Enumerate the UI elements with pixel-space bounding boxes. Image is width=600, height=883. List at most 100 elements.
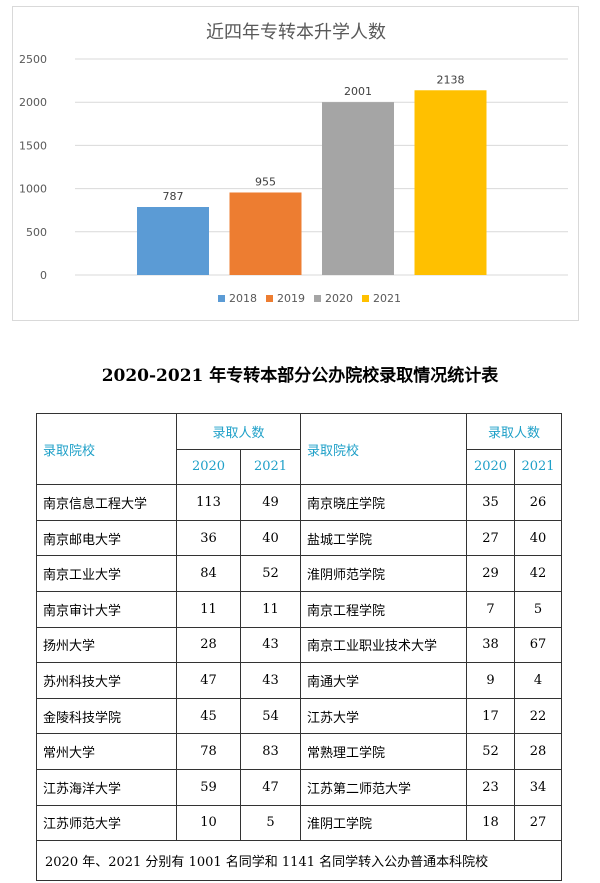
count-2020-right: 38 — [466, 626, 516, 664]
school-name-left: 南京信息工程大学 — [36, 484, 177, 521]
table-row: 江苏海洋大学 59 47 江苏第二师范大学 23 34 — [36, 768, 563, 806]
header-school-right: 录取院校 — [300, 412, 468, 486]
school-name-right: 南京工业职业技术大学 — [300, 626, 468, 664]
school-name-right: 南通大学 — [300, 662, 468, 699]
bar-2018 — [137, 207, 209, 275]
count-2020-left: 47 — [176, 662, 241, 699]
table-row: 南京工业大学 84 52 淮阴师范学院 29 42 — [36, 555, 563, 592]
table-title: 2020-2021 年专转本部分公办院校录取情况统计表 — [101, 366, 499, 386]
count-2020-right: 18 — [466, 804, 516, 842]
legend-swatch-2021 — [362, 295, 369, 302]
count-2021-left: 83 — [239, 733, 302, 770]
legend-swatch-2020 — [314, 295, 321, 302]
header-count-right: 录取人数 — [466, 413, 563, 450]
count-2020-left: 28 — [176, 626, 241, 664]
table-row: 苏州科技大学 47 43 南通大学 9 4 — [36, 662, 563, 699]
count-2020-right: 27 — [466, 519, 516, 557]
school-name-right: 常熟理工学院 — [300, 733, 468, 770]
count-2021-left: 47 — [239, 768, 302, 806]
table-header-row: 录取院校 录取人数 录取院校 录取人数 — [36, 412, 563, 486]
count-2021-right: 42 — [514, 555, 563, 592]
count-2021-left: 54 — [239, 697, 302, 735]
count-2021-left: 11 — [239, 590, 302, 628]
count-2020-left: 113 — [176, 484, 241, 521]
count-2021-right: 26 — [514, 484, 563, 521]
legend-label-2021: 2021 — [373, 292, 401, 305]
header-count-left: 录取人数 — [175, 413, 302, 450]
school-name-left: 扬州大学 — [36, 626, 177, 664]
school-name-left: 金陵科技学院 — [36, 697, 177, 735]
count-2020-right: 52 — [466, 733, 516, 770]
count-2021-right: 28 — [514, 733, 563, 770]
count-2020-left: 78 — [176, 733, 241, 770]
legend-swatch-2019 — [266, 295, 273, 302]
y-tick-label: 2500 — [19, 53, 47, 66]
y-tick-label: 500 — [26, 226, 47, 239]
legend-label-2019: 2019 — [277, 292, 305, 305]
table-row: 南京审计大学 11 11 南京工程学院 7 5 — [36, 590, 563, 628]
count-2021-right: 5 — [514, 590, 563, 628]
count-2021-left: 5 — [239, 804, 302, 842]
bar-2020 — [322, 102, 394, 275]
count-2020-right: 17 — [466, 697, 516, 735]
bar-chart: 近四年专转本升学人数 0 500 1000 1500 2000 2500 787 955 2001… — [19, 22, 568, 305]
count-2020-left: 59 — [176, 768, 241, 806]
count-2020-left: 84 — [176, 555, 241, 592]
count-2021-right: 34 — [514, 768, 563, 806]
school-name-left: 南京工业大学 — [36, 555, 177, 592]
header-year-2021-right: 2021 — [514, 448, 563, 486]
table-row: 金陵科技学院 45 54 江苏大学 17 22 — [36, 697, 563, 735]
count-2020-right: 7 — [466, 590, 516, 628]
school-name-right: 南京工程学院 — [300, 590, 468, 628]
admission-table: 录取院校 录取人数 录取院校 录取人数 2020 2021 2020 2021 … — [35, 412, 563, 882]
header-school-left: 录取院校 — [36, 412, 177, 486]
school-name-right: 江苏第二师范大学 — [300, 768, 468, 806]
legend-label-2018: 2018 — [229, 292, 257, 305]
count-2021-right: 22 — [514, 697, 563, 735]
count-2020-right: 9 — [466, 662, 516, 699]
count-2021-right: 67 — [514, 626, 563, 664]
count-2021-left: 52 — [239, 555, 302, 592]
y-tick-label: 2000 — [19, 96, 47, 109]
count-2021-left: 43 — [239, 626, 302, 664]
count-2021-right: 4 — [514, 662, 563, 699]
table-row: 南京邮电大学 36 40 盐城工学院 27 40 — [36, 519, 563, 557]
table-note-row: 2020 年、2021 分别有 1001 名同学和 1141 名同学转入公办普通… — [35, 840, 563, 882]
data-label-2018: 787 — [163, 190, 184, 203]
header-year-2020-right: 2020 — [466, 448, 516, 486]
school-name-left: 江苏海洋大学 — [36, 768, 177, 806]
count-2021-left: 43 — [239, 662, 302, 699]
chart-title: 近四年专转本升学人数 — [206, 22, 386, 43]
table-row: 南京信息工程大学 113 49 南京晓庄学院 35 26 — [36, 484, 563, 521]
table-row: 常州大学 78 83 常熟理工学院 52 28 — [36, 733, 563, 770]
table-note: 2020 年、2021 分别有 1001 名同学和 1141 名同学转入公办普通… — [35, 840, 563, 882]
school-name-right: 江苏大学 — [300, 697, 468, 735]
y-tick-label: 1500 — [19, 139, 47, 152]
data-label-2020: 2001 — [344, 85, 372, 98]
school-name-left: 南京邮电大学 — [36, 519, 177, 557]
y-tick-label: 0 — [40, 269, 47, 282]
count-2021-right: 27 — [514, 804, 563, 842]
count-2020-right: 23 — [466, 768, 516, 806]
count-2021-left: 40 — [239, 519, 302, 557]
count-2020-right: 35 — [466, 484, 516, 521]
school-name-right: 淮阴工学院 — [300, 804, 468, 842]
count-2021-left: 49 — [239, 484, 302, 521]
y-tick-label: 1000 — [19, 183, 47, 196]
count-2021-right: 40 — [514, 519, 563, 557]
header-year-2021-left: 2021 — [239, 448, 302, 486]
school-name-right: 盐城工学院 — [300, 519, 468, 557]
count-2020-left: 45 — [176, 697, 241, 735]
count-2020-left: 10 — [176, 804, 241, 842]
header-year-2020-left: 2020 — [176, 448, 241, 486]
bar-2019 — [229, 192, 302, 275]
school-name-left: 常州大学 — [36, 733, 177, 770]
school-name-left: 江苏师范大学 — [36, 804, 177, 842]
school-name-left: 南京审计大学 — [36, 590, 177, 628]
data-label-2019: 955 — [255, 175, 276, 188]
table-row: 扬州大学 28 43 南京工业职业技术大学 38 67 — [36, 626, 563, 664]
count-2020-left: 36 — [176, 519, 241, 557]
data-label-2021: 2138 — [437, 73, 465, 86]
legend-swatch-2018 — [218, 295, 225, 302]
table-year-row: 2020 2021 2020 2021 — [37, 448, 563, 486]
